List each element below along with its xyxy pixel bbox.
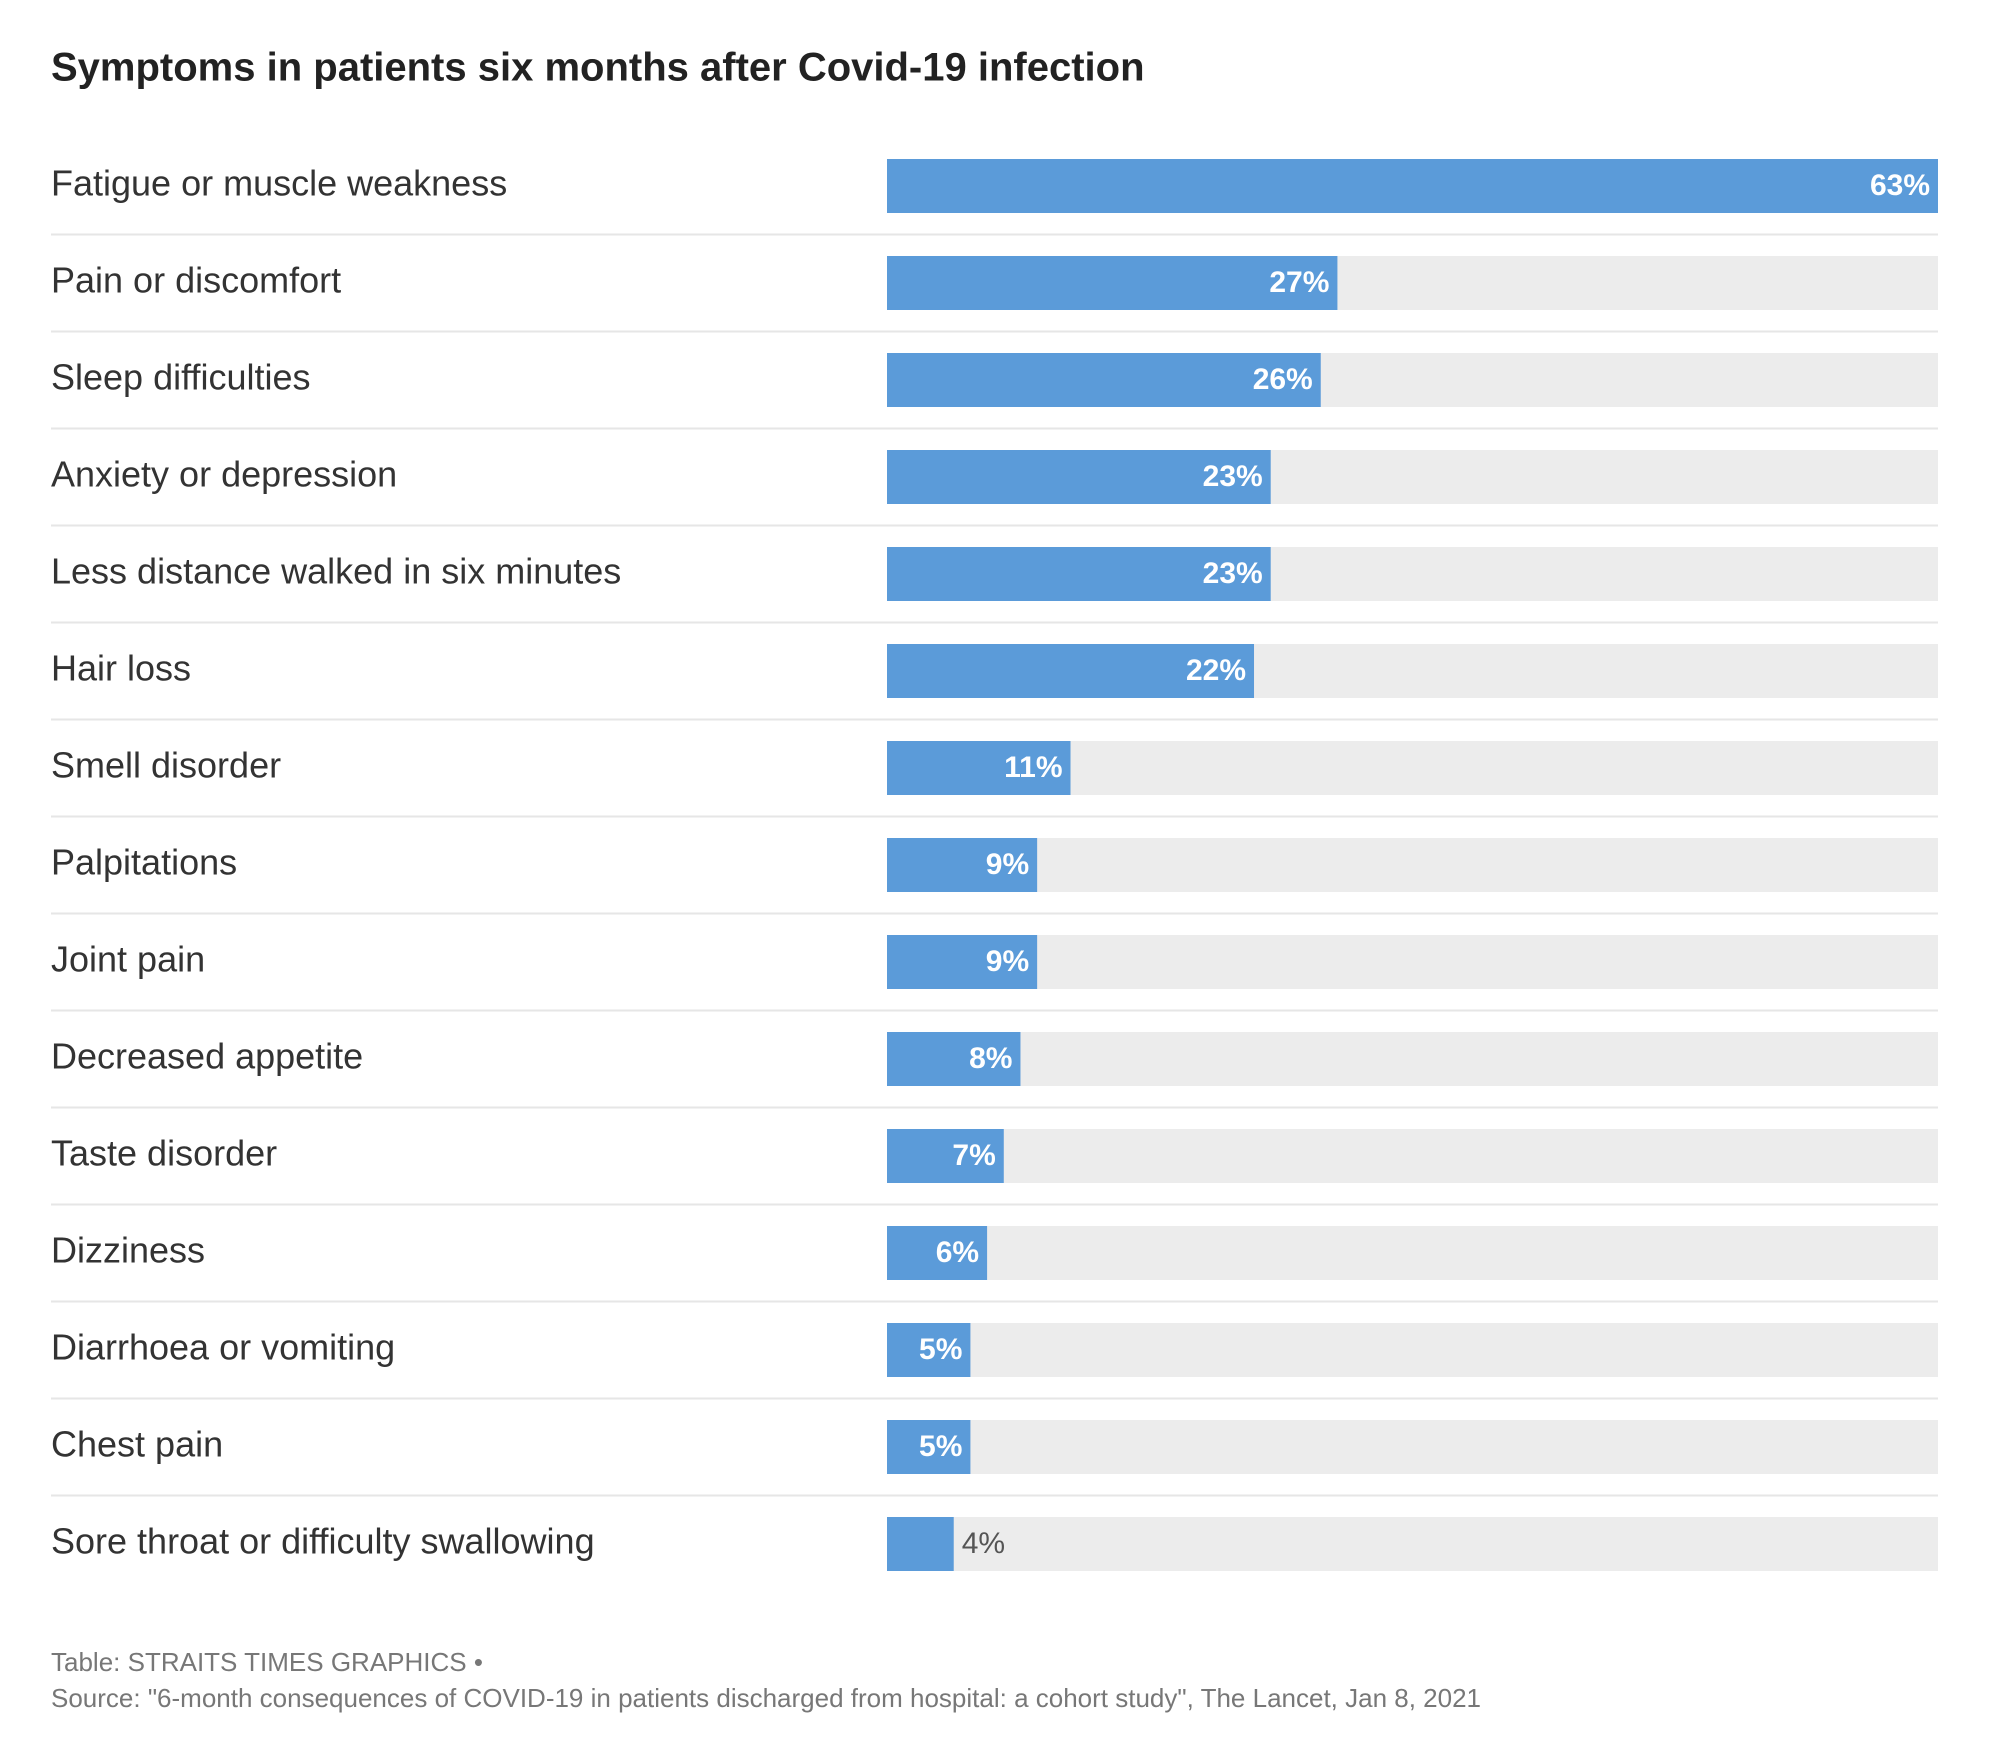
value-label: 6%: [936, 1236, 979, 1269]
value-label: 8%: [969, 1042, 1012, 1075]
bar-track: [887, 1226, 1938, 1280]
category-label: Chest pain: [51, 1424, 223, 1465]
value-label: 63%: [1870, 169, 1930, 202]
bar-track: [887, 935, 1938, 989]
bar: [887, 1226, 988, 1280]
value-label: 7%: [952, 1139, 995, 1172]
category-label: Joint pain: [51, 939, 205, 980]
bar-track: [887, 838, 1938, 892]
bar: [887, 1517, 954, 1571]
chart-title: Symptoms in patients six months after Co…: [51, 46, 1145, 90]
category-label: Anxiety or depression: [51, 454, 397, 495]
bar-track: [887, 1517, 1938, 1571]
category-label: Smell disorder: [51, 745, 281, 786]
category-label: Less distance walked in six minutes: [51, 551, 621, 592]
value-label: 4%: [962, 1527, 1005, 1560]
value-label: 22%: [1186, 654, 1246, 687]
bar: [887, 353, 1321, 407]
value-label: 27%: [1269, 266, 1329, 299]
bar: [887, 450, 1271, 504]
category-label: Fatigue or muscle weakness: [51, 163, 507, 204]
value-label: 23%: [1203, 557, 1263, 590]
category-label: Dizziness: [51, 1230, 205, 1271]
value-label: 23%: [1203, 460, 1263, 493]
bar-track: [887, 1323, 1938, 1377]
value-label: 5%: [919, 1333, 962, 1366]
bar: [887, 547, 1271, 601]
category-label: Hair loss: [51, 648, 191, 689]
category-label: Pain or discomfort: [51, 260, 341, 301]
bar: [887, 1032, 1021, 1086]
bar-track: [887, 1032, 1938, 1086]
value-label: 11%: [1004, 751, 1062, 784]
category-label: Palpitations: [51, 842, 237, 883]
bar: [887, 935, 1038, 989]
bar-track: [887, 1129, 1938, 1183]
bar: [887, 1420, 971, 1474]
category-label: Sore throat or difficulty swallowing: [51, 1521, 595, 1562]
value-label: 5%: [919, 1430, 962, 1463]
value-label: 9%: [986, 848, 1029, 881]
value-label: 9%: [986, 945, 1029, 978]
bar: [887, 1323, 971, 1377]
bar: [887, 741, 1071, 795]
bar: [887, 838, 1038, 892]
value-label: 26%: [1253, 363, 1313, 396]
bar: [887, 256, 1338, 310]
bar: [887, 1129, 1004, 1183]
bar: [887, 644, 1255, 698]
category-label: Sleep difficulties: [51, 357, 311, 398]
bar-track: [887, 1420, 1938, 1474]
caption: Table: STRAITS TIMES GRAPHICS •: [51, 1647, 483, 1677]
category-label: Diarrhoea or vomiting: [51, 1327, 395, 1368]
bar: [887, 159, 1938, 213]
category-label: Decreased appetite: [51, 1036, 363, 1077]
source: Source: "6-month consequences of COVID-1…: [51, 1683, 1481, 1713]
category-label: Taste disorder: [51, 1133, 277, 1174]
